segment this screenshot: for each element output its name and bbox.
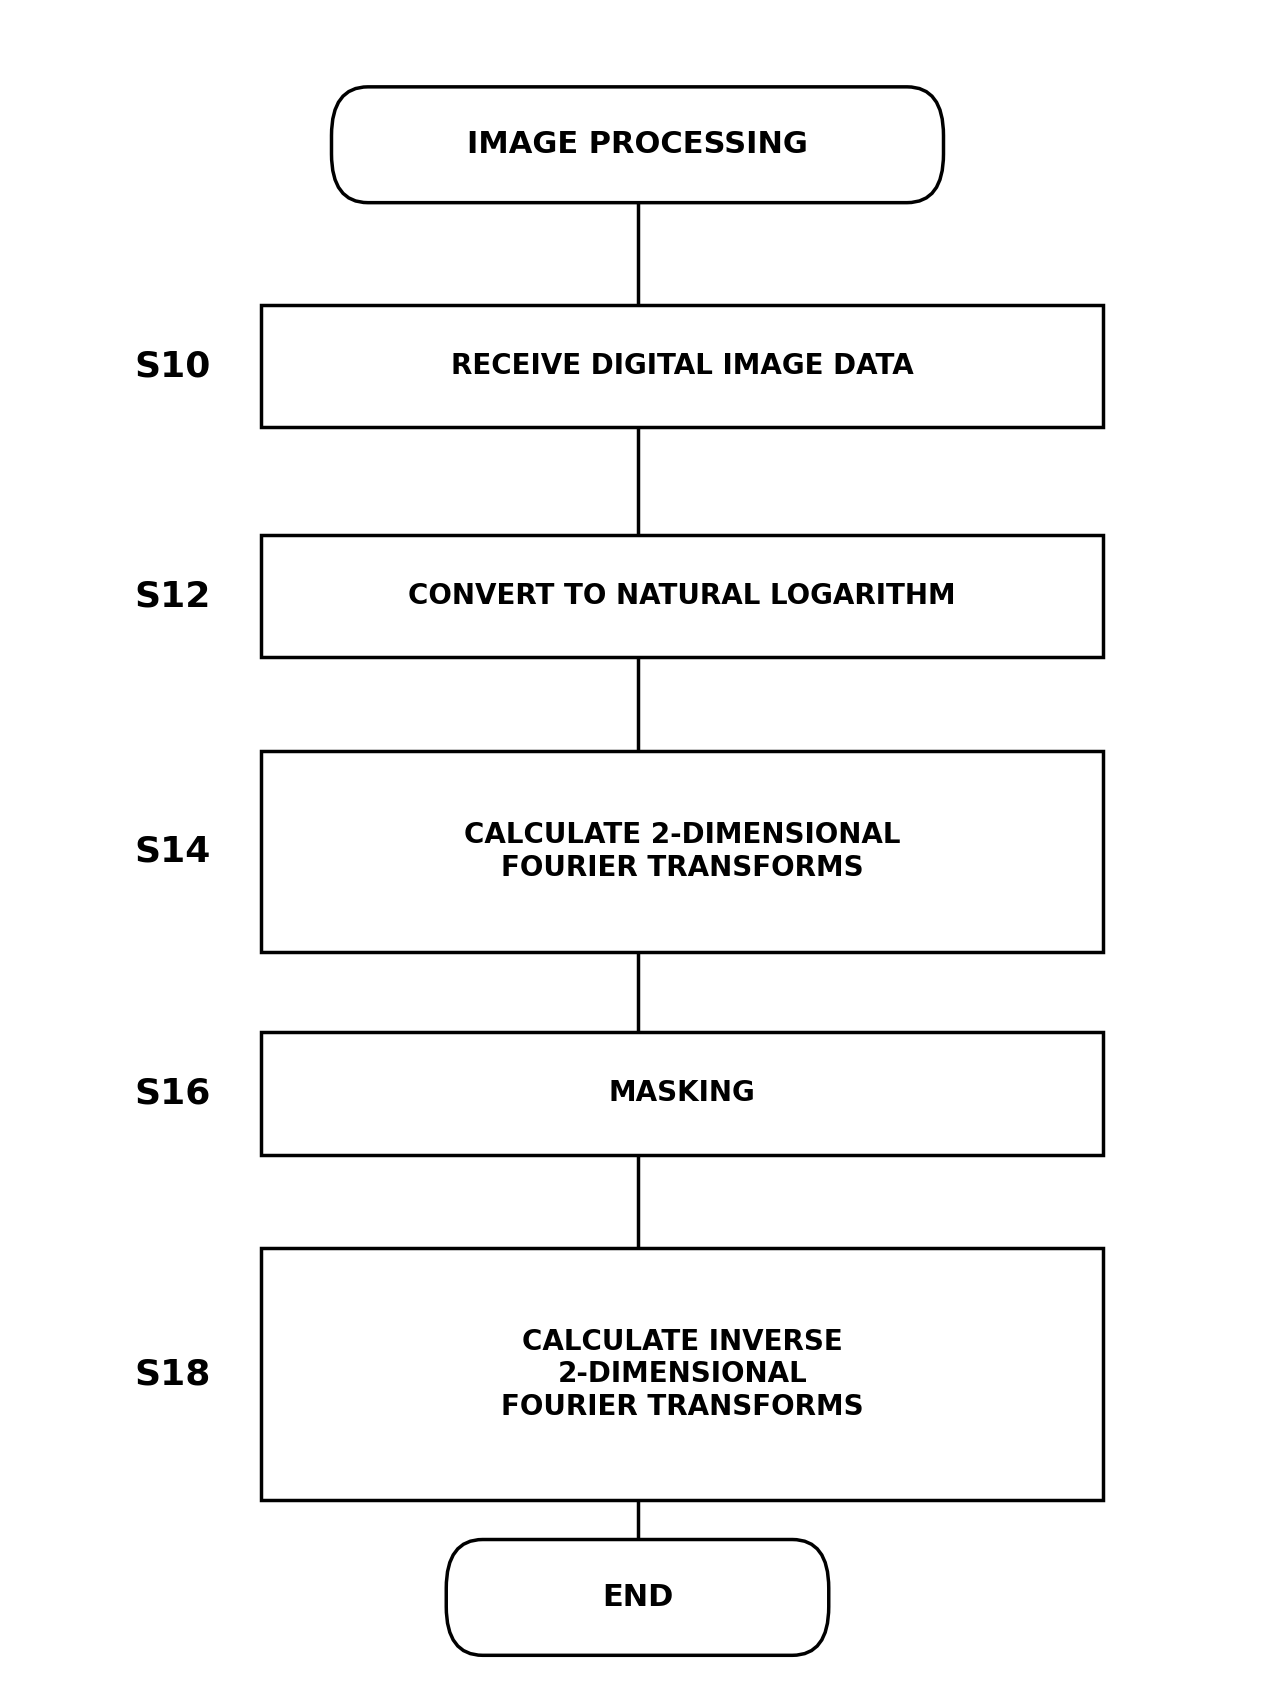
Text: CALCULATE 2-DIMENSIONAL
FOURIER TRANSFORMS: CALCULATE 2-DIMENSIONAL FOURIER TRANSFOR… bbox=[464, 821, 900, 882]
Text: CONVERT TO NATURAL LOGARITHM: CONVERT TO NATURAL LOGARITHM bbox=[408, 582, 956, 610]
Text: END: END bbox=[602, 1582, 673, 1613]
Text: IMAGE PROCESSING: IMAGE PROCESSING bbox=[467, 129, 808, 160]
Text: MASKING: MASKING bbox=[608, 1080, 756, 1107]
Bar bbox=[261, 1032, 1103, 1155]
Text: S12: S12 bbox=[134, 579, 210, 613]
FancyBboxPatch shape bbox=[332, 87, 944, 203]
Bar bbox=[261, 1248, 1103, 1500]
Text: S18: S18 bbox=[134, 1357, 210, 1391]
Text: S14: S14 bbox=[134, 834, 210, 869]
Text: CALCULATE INVERSE
2-DIMENSIONAL
FOURIER TRANSFORMS: CALCULATE INVERSE 2-DIMENSIONAL FOURIER … bbox=[501, 1328, 863, 1420]
FancyBboxPatch shape bbox=[446, 1540, 829, 1655]
Text: RECEIVE DIGITAL IMAGE DATA: RECEIVE DIGITAL IMAGE DATA bbox=[451, 353, 913, 380]
Text: S10: S10 bbox=[134, 349, 210, 383]
Text: S16: S16 bbox=[134, 1076, 210, 1110]
Bar bbox=[261, 535, 1103, 657]
Bar bbox=[261, 751, 1103, 952]
Bar bbox=[261, 305, 1103, 427]
